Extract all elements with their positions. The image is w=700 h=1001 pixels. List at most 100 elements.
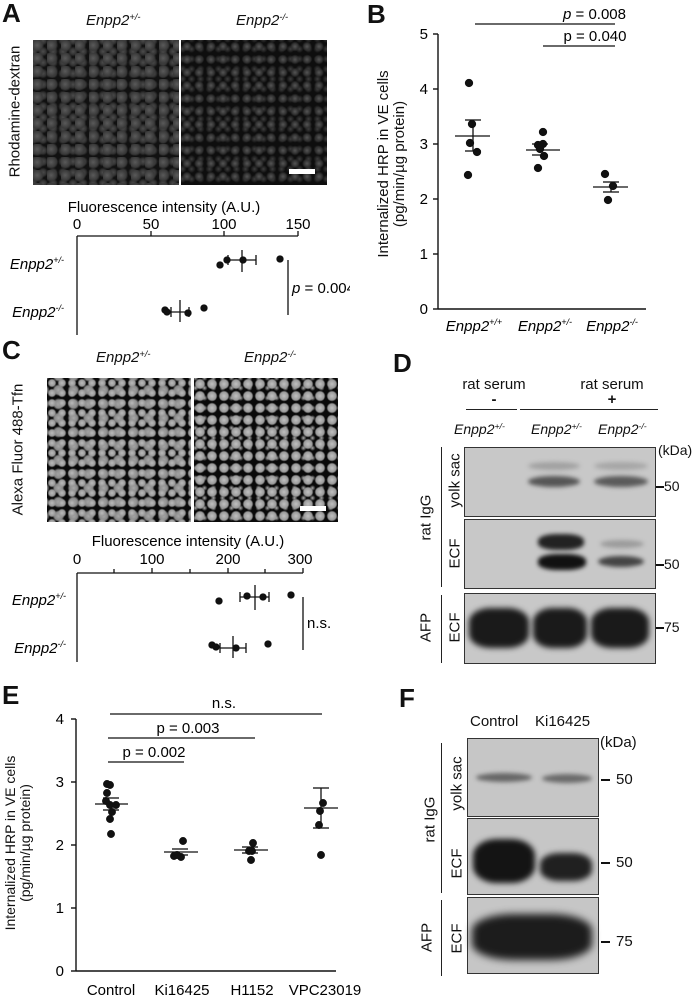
- image-row-label-rhodamine: Rhodamine-dextran: [6, 45, 24, 178]
- category-label-enpp2-ko: Enpp2-/-: [14, 639, 66, 657]
- svg-text:2: 2: [420, 191, 428, 208]
- genotype: +/-: [494, 421, 505, 432]
- row-group-label-ratigg: rat IgG: [417, 494, 435, 541]
- micrograph-a-ko: [181, 40, 327, 185]
- chart-a: Fluorescence intensity (A.U.) 0 50 100 150 …: [10, 199, 350, 335]
- band: [540, 853, 592, 881]
- stat-b-1: p = 0.008: [562, 6, 626, 23]
- marker-label-50: 50: [664, 478, 680, 494]
- genotype: +/-: [571, 421, 582, 432]
- row-group-bracket-ratigg: [441, 743, 443, 893]
- header-group-sign: -: [491, 391, 497, 408]
- image-column-label-enpp2-ko: Enpp2-/-: [236, 12, 288, 29]
- stat-annotation-a: p = 0.004: [291, 280, 350, 297]
- header-group-text: rat serum: [462, 376, 526, 393]
- genotype: -/-: [287, 349, 297, 359]
- chart-c: Fluorescence intensity (A.U.) 0 100 200 300…: [12, 533, 331, 662]
- gene-name: Enpp2: [244, 349, 288, 367]
- y-tick-labels: 4 3 2 1 0: [56, 711, 64, 980]
- marker-label-75: 75: [664, 619, 680, 635]
- svg-text:1: 1: [56, 900, 64, 917]
- axes: [71, 718, 336, 972]
- blot-d-afp-ecf: [464, 593, 656, 664]
- panel-label-b: B: [367, 0, 386, 29]
- data-points: [208, 585, 304, 658]
- kda-unit: (kDa): [600, 734, 637, 751]
- micrograph-c-het: [47, 378, 191, 522]
- x-tick-labels: Enpp2+/+ Enpp2+/- Enpp2-/-: [446, 317, 638, 335]
- gene-name: Enpp2: [598, 421, 639, 437]
- header-group-plus: rat serum +: [570, 377, 654, 407]
- data-points: [95, 780, 338, 864]
- blot-f-igg-ecf: [467, 818, 599, 895]
- gene-name: Enpp2: [236, 12, 280, 30]
- lane-label-control: Control: [470, 713, 519, 730]
- band: [600, 540, 644, 548]
- panel-label-e: E: [2, 680, 20, 710]
- scale-bar: [300, 506, 326, 511]
- svg-text:4: 4: [420, 81, 428, 98]
- svg-text:Enpp2+/+: Enpp2+/+: [446, 317, 502, 335]
- y-tick-labels: 5 4 3 2 1 0: [420, 26, 428, 318]
- band: [538, 534, 584, 550]
- row-label-yolksac: yolk sac: [448, 756, 466, 811]
- svg-text:100: 100: [139, 551, 164, 568]
- svg-text:150: 150: [285, 216, 310, 233]
- y-axis-label-line2: (pg/min/µg protein): [17, 784, 33, 902]
- y-axis-label-line1: Internalized HRP in VE cells: [2, 755, 18, 931]
- row-group-label-ratigg: rat IgG: [421, 796, 439, 843]
- svg-text:Ki16425: Ki16425: [154, 982, 209, 999]
- row-group-bracket-afp: [441, 595, 443, 663]
- row-label-ecf-afp: ECF: [448, 923, 466, 954]
- svg-text:200: 200: [215, 551, 240, 568]
- significance-brackets: [475, 23, 615, 47]
- category-label-enpp2-het: Enpp2+/-: [12, 591, 66, 609]
- svg-text:100: 100: [211, 216, 236, 233]
- row-group-bracket-afp: [441, 900, 443, 976]
- band: [469, 608, 529, 648]
- panel-label-c: C: [2, 335, 21, 365]
- data-points: [161, 250, 289, 322]
- row-label-ecf: ECF: [446, 538, 464, 569]
- marker-tick: [656, 486, 664, 488]
- x-tick-labels: 0 50 100 150: [73, 216, 311, 233]
- y-axis-label-line1: Internalized HRP in VE cells: [375, 70, 392, 258]
- scale-bar: [289, 169, 315, 174]
- svg-text:0: 0: [420, 301, 428, 318]
- lane-label-1: Enpp2+/-: [454, 421, 505, 437]
- blot-f-igg-yolksac: [467, 738, 599, 817]
- axes: [433, 33, 646, 310]
- gene-name: Enpp2: [86, 12, 130, 30]
- svg-text:0: 0: [73, 551, 81, 568]
- genotype: +/-: [129, 12, 141, 22]
- band: [594, 476, 648, 487]
- genotype: -/-: [638, 421, 647, 432]
- genotype: -/-: [279, 12, 289, 22]
- panel-label-a: A: [2, 0, 21, 28]
- marker-tick: [601, 862, 610, 864]
- band: [533, 608, 587, 648]
- panel-label-f: F: [399, 683, 415, 713]
- band: [528, 462, 580, 470]
- stat-annotation-c: n.s.: [307, 615, 331, 632]
- svg-text:VPC23019: VPC23019: [289, 982, 362, 999]
- image-column-label-enpp2-ko: Enpp2-/-: [244, 349, 296, 366]
- band: [473, 839, 535, 883]
- chart-e: 4 3 2 1 0 n.s. p = 0.003 p = 0.002 Control Ki…: [56, 695, 362, 999]
- panel-label-d: D: [393, 348, 412, 378]
- svg-text:3: 3: [420, 136, 428, 153]
- row-label-ecf-afp: ECF: [446, 612, 464, 643]
- group-divider-minus: [466, 409, 517, 411]
- blot-d-igg-yolksac: [464, 447, 656, 517]
- genotype: +/-: [139, 349, 151, 359]
- band: [472, 914, 592, 960]
- y-axis-label-e: Internalized HRP in VE cells (pg/min/µg …: [2, 733, 33, 953]
- chart-c-title: Fluorescence intensity (A.U.): [92, 533, 285, 550]
- row-label-ecf: ECF: [448, 848, 466, 879]
- x-axis: [76, 568, 304, 662]
- stat-e-h1152: p = 0.003: [157, 720, 220, 737]
- x-tick-labels: Control Ki16425 H1152 VPC23019: [87, 982, 361, 999]
- image-column-label-enpp2-het: Enpp2+/-: [96, 349, 150, 366]
- band: [538, 554, 586, 570]
- svg-text:2: 2: [56, 837, 64, 854]
